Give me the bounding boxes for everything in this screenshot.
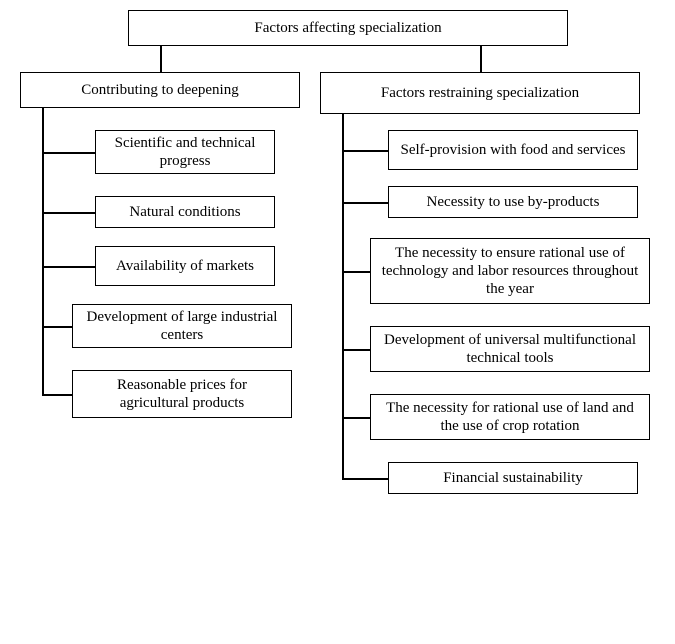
connector-root-branch-0 — [160, 46, 162, 72]
branch-1-hconn-2 — [342, 271, 370, 273]
branch-1-item-4: The necessity for rational use of land a… — [370, 394, 650, 440]
branch-0-item-0: Scientific and technical progress — [95, 130, 275, 174]
branch-spine-1 — [342, 114, 344, 478]
branch-1-item-1: Necessity to use by-products — [388, 186, 638, 218]
branch-1-item-0: Self-provision with food and services — [388, 130, 638, 170]
branch-1-hconn-1 — [342, 202, 388, 204]
branch-0-hconn-1 — [42, 212, 95, 214]
branch-0-hconn-2 — [42, 266, 95, 268]
branch-1-item-5: Financial sustainability — [388, 462, 638, 494]
connector-root-branch-1 — [480, 46, 482, 72]
branch-header-0: Contributing to deepening — [20, 72, 300, 108]
branch-0-item-4: Reasonable prices for agricultural produ… — [72, 370, 292, 418]
branch-1-hconn-3 — [342, 349, 370, 351]
branch-header-1: Factors restraining specialization — [320, 72, 640, 114]
branch-0-hconn-4 — [42, 394, 72, 396]
branch-spine-0 — [42, 108, 44, 394]
branch-0-item-1: Natural conditions — [95, 196, 275, 228]
root-node: Factors affecting specialization — [128, 10, 568, 46]
branch-0-hconn-0 — [42, 152, 95, 154]
branch-1-item-2: The necessity to ensure rational use of … — [370, 238, 650, 304]
branch-1-hconn-5 — [342, 478, 388, 480]
branch-1-hconn-0 — [342, 150, 388, 152]
branch-1-hconn-4 — [342, 417, 370, 419]
branch-0-item-2: Availability of markets — [95, 246, 275, 286]
branch-1-item-3: Development of universal multifunctional… — [370, 326, 650, 372]
branch-0-item-3: Development of large industrial centers — [72, 304, 292, 348]
branch-0-hconn-3 — [42, 326, 72, 328]
